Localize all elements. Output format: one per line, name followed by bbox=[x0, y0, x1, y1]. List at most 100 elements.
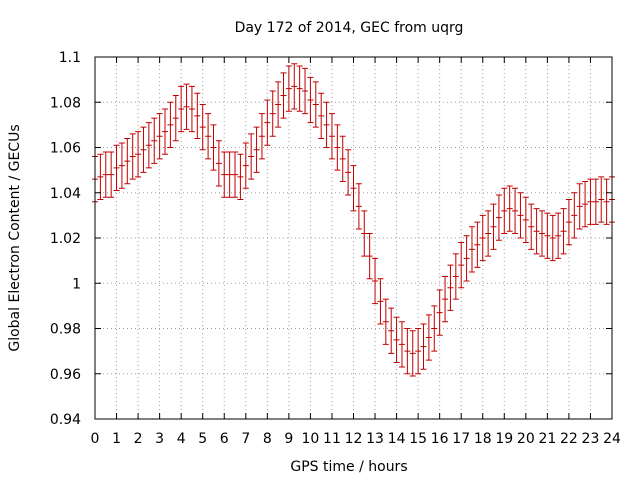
error-bar bbox=[592, 178, 599, 225]
x-tick-label: 13 bbox=[366, 431, 384, 447]
error-bar-point bbox=[571, 192, 578, 239]
error-bar bbox=[269, 90, 276, 137]
error-bar bbox=[565, 199, 572, 246]
y-tick-label: 0.94 bbox=[50, 412, 81, 428]
y-tick-label: 1.04 bbox=[50, 186, 81, 202]
error-bar bbox=[501, 187, 508, 234]
error-bar bbox=[296, 65, 303, 112]
error-bar bbox=[323, 101, 330, 148]
error-bar-point bbox=[226, 151, 233, 198]
error-bar bbox=[156, 113, 163, 160]
error-bar-point bbox=[269, 90, 276, 137]
error-bar-point bbox=[425, 314, 432, 361]
error-bar bbox=[404, 328, 411, 375]
error-bar-point bbox=[302, 67, 309, 115]
error-bar bbox=[355, 183, 362, 230]
x-tick-label: 7 bbox=[241, 431, 250, 447]
y-tick-label: 0.96 bbox=[50, 367, 81, 383]
error-bar-point bbox=[479, 214, 486, 262]
x-tick-label: 6 bbox=[220, 431, 229, 447]
error-bar bbox=[118, 142, 125, 189]
error-bar bbox=[452, 253, 459, 300]
error-bar-point bbox=[587, 178, 594, 225]
error-bar-point bbox=[603, 178, 610, 225]
x-tick-label: 22 bbox=[560, 431, 578, 447]
error-bar bbox=[522, 196, 529, 244]
error-bar-point bbox=[345, 149, 352, 196]
y-tick-label: 0.98 bbox=[50, 322, 81, 338]
error-bar bbox=[431, 305, 438, 352]
error-bar bbox=[334, 124, 341, 171]
error-bar bbox=[398, 321, 405, 368]
error-bar-point bbox=[285, 65, 292, 112]
error-bar bbox=[167, 101, 174, 148]
error-bar bbox=[237, 153, 244, 201]
error-bar bbox=[124, 137, 131, 185]
error-bar-point bbox=[409, 330, 416, 377]
error-bar bbox=[598, 176, 605, 223]
y-tick-label: 1 bbox=[72, 276, 81, 292]
error-bar-point bbox=[565, 199, 572, 246]
error-bar-point bbox=[538, 210, 545, 257]
error-bar bbox=[582, 180, 589, 228]
error-bar bbox=[258, 113, 265, 160]
error-bar bbox=[571, 192, 578, 239]
error-bar-point bbox=[382, 298, 389, 345]
error-bar-point bbox=[495, 194, 502, 241]
error-bar bbox=[517, 192, 524, 239]
error-bar bbox=[420, 323, 427, 370]
error-bar bbox=[135, 131, 142, 178]
error-bar-point bbox=[485, 210, 492, 257]
error-bar-point bbox=[167, 101, 174, 148]
error-bar-point bbox=[205, 113, 212, 160]
error-bar bbox=[350, 165, 357, 212]
error-bar bbox=[415, 328, 422, 375]
error-bar bbox=[221, 151, 228, 198]
x-tick-label: 8 bbox=[263, 431, 272, 447]
error-bar bbox=[393, 316, 400, 363]
chart-title: Day 172 of 2014, GEC from uqrg bbox=[235, 20, 464, 36]
error-bar-point bbox=[420, 323, 427, 370]
error-bar bbox=[248, 133, 255, 180]
y-axis-label: Global Electron Content / GECUs bbox=[7, 124, 23, 351]
error-bar bbox=[302, 67, 309, 115]
error-bar bbox=[199, 104, 206, 151]
error-bar bbox=[232, 151, 239, 198]
error-bar-point bbox=[398, 321, 405, 368]
error-bar-point bbox=[334, 124, 341, 171]
error-bar-point bbox=[135, 131, 142, 178]
x-tick-label: 14 bbox=[388, 431, 406, 447]
error-bar-point bbox=[506, 185, 513, 232]
error-bar-point bbox=[129, 133, 136, 180]
error-bar-point bbox=[549, 214, 556, 262]
error-bar bbox=[506, 185, 513, 232]
error-bar bbox=[307, 76, 314, 124]
error-bar-point bbox=[501, 187, 508, 234]
error-bar-point bbox=[145, 122, 152, 169]
error-bar bbox=[215, 140, 222, 187]
error-bar bbox=[102, 151, 109, 198]
error-bar bbox=[409, 330, 416, 377]
error-bar-point bbox=[522, 196, 529, 244]
error-bar bbox=[388, 307, 395, 354]
error-bar bbox=[275, 81, 282, 128]
error-bar-point bbox=[447, 264, 454, 311]
x-tick-label: 2 bbox=[134, 431, 143, 447]
error-bar-point bbox=[361, 210, 368, 257]
error-bar-point bbox=[442, 275, 449, 323]
error-bar-point bbox=[232, 151, 239, 198]
error-bar-point bbox=[415, 328, 422, 375]
x-axis-label: GPS time / hours bbox=[290, 459, 407, 475]
error-bar bbox=[463, 235, 470, 282]
error-bar-point bbox=[555, 212, 562, 259]
error-bar bbox=[253, 126, 260, 173]
error-bar-point bbox=[280, 72, 287, 119]
error-bar bbox=[560, 208, 567, 255]
error-bar bbox=[183, 83, 190, 130]
error-bar-point bbox=[393, 316, 400, 363]
error-bar bbox=[285, 65, 292, 112]
error-bar bbox=[113, 144, 120, 191]
error-bar bbox=[97, 153, 104, 201]
x-tick-label: 4 bbox=[177, 431, 186, 447]
